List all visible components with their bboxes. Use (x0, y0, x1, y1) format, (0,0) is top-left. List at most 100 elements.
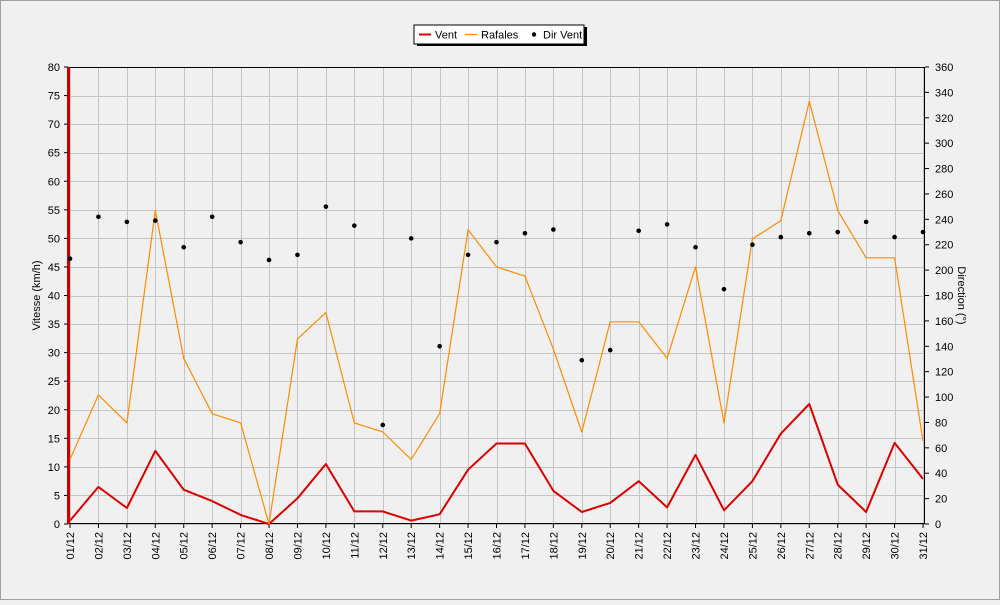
x-tick-label: 12/12 (378, 532, 390, 560)
x-tick-label: 31/12 (918, 532, 930, 560)
legend-label: Vent (435, 30, 457, 42)
x-tick-label: 17/12 (520, 532, 532, 560)
y-tick-label-right: 240 (935, 214, 953, 226)
y-tick-label-left: 60 (48, 176, 60, 188)
data-point (125, 220, 130, 225)
y-tick-label-right: 200 (935, 265, 953, 277)
data-point (494, 240, 499, 245)
data-point (267, 258, 272, 263)
y-tick-label-left: 15 (48, 433, 60, 445)
x-tick-label: 13/12 (406, 532, 418, 560)
data-point (181, 245, 186, 250)
x-tick-label: 15/12 (463, 532, 475, 560)
y-tick-label-left: 50 (48, 233, 60, 245)
x-tick-label: 18/12 (548, 532, 560, 560)
y-tick-label-right: 300 (935, 138, 953, 150)
y-tick-label-right: 220 (935, 240, 953, 252)
y-tick-label-left: 0 (54, 519, 60, 531)
y-tick-label-left: 40 (48, 291, 60, 303)
data-point (238, 240, 243, 245)
y-tick-label-right: 100 (935, 392, 953, 404)
x-tick-label: 01/12 (65, 532, 77, 560)
y-tick-label-right: 120 (935, 367, 953, 379)
data-point (665, 222, 670, 227)
y-tick-label-right: 180 (935, 291, 953, 303)
x-tick-label: 22/12 (662, 532, 674, 560)
data-point (466, 253, 471, 258)
x-tick-label: 04/12 (150, 532, 162, 560)
data-point (324, 204, 329, 209)
data-point (380, 423, 385, 428)
x-tick-label: 23/12 (691, 532, 703, 560)
x-tick-label: 16/12 (492, 532, 504, 560)
data-point (835, 230, 840, 235)
data-point (636, 228, 641, 233)
y-tick-label-left: 30 (48, 348, 60, 360)
data-point (523, 231, 528, 236)
y-tick-label-left: 35 (48, 319, 60, 331)
data-point (352, 223, 357, 228)
y-tick-label-right: 280 (935, 164, 953, 176)
x-tick-label: 20/12 (605, 532, 617, 560)
data-point (722, 287, 727, 292)
y-axis-title-right: Direction (°) (955, 266, 967, 324)
data-point (608, 348, 613, 353)
data-point (921, 230, 926, 235)
x-tick-label: 14/12 (435, 532, 447, 560)
data-point (864, 220, 869, 225)
y-tick-label-right: 320 (935, 113, 953, 125)
x-tick-label: 28/12 (833, 532, 845, 560)
y-tick-label-right: 60 (935, 443, 947, 455)
legend-marker (532, 32, 536, 36)
y-tick-label-left: 45 (48, 262, 60, 274)
x-tick-label: 26/12 (776, 532, 788, 560)
data-point (693, 245, 698, 250)
x-tick-label: 06/12 (207, 532, 219, 560)
data-point (210, 214, 215, 219)
y-tick-label-right: 360 (935, 62, 953, 74)
data-point (580, 358, 585, 363)
x-tick-label: 11/12 (349, 532, 361, 559)
data-point (750, 242, 755, 247)
plot-area (68, 67, 925, 524)
data-point (551, 227, 556, 232)
data-point (96, 214, 101, 219)
x-tick-label: 27/12 (804, 532, 816, 560)
x-tick-label: 10/12 (321, 532, 333, 560)
x-tick-label: 08/12 (264, 532, 276, 560)
y-tick-label-left: 25 (48, 376, 60, 388)
y-tick-label-right: 340 (935, 87, 953, 99)
y-tick-label-left: 5 (54, 490, 60, 502)
x-tick-label: 07/12 (236, 532, 248, 560)
x-tick-label: 21/12 (634, 532, 646, 560)
y-tick-label-left: 10 (48, 462, 60, 474)
x-tick-label: 03/12 (122, 532, 134, 560)
legend-label: Rafales (481, 30, 519, 42)
legend-label: Dir Vent (543, 30, 582, 42)
legend: Vent Rafales Dir Vent (414, 25, 587, 46)
data-point (779, 235, 784, 240)
data-point (295, 253, 300, 258)
x-tick-label: 19/12 (577, 532, 589, 560)
x-tick-label: 29/12 (861, 532, 873, 560)
y-tick-label-right: 20 (935, 494, 947, 506)
y-tick-label-right: 260 (935, 189, 953, 201)
x-tick-label: 02/12 (93, 532, 105, 560)
x-tick-label: 24/12 (719, 532, 731, 560)
y-tick-label-left: 55 (48, 205, 60, 217)
x-tick-label: 30/12 (890, 532, 902, 560)
data-point (153, 218, 158, 223)
y-axis-title-left: Vitesse (km/h) (31, 260, 43, 330)
data-point (409, 236, 414, 241)
x-tick-label: 25/12 (747, 532, 759, 560)
data-point (807, 231, 812, 236)
x-tick-label: 09/12 (292, 532, 304, 560)
y-tick-label-left: 75 (48, 91, 60, 103)
y-tick-label-left: 80 (48, 62, 60, 74)
y-tick-label-left: 65 (48, 148, 60, 160)
y-tick-label-right: 0 (935, 519, 941, 531)
y-tick-label-right: 140 (935, 341, 953, 353)
data-point (892, 235, 897, 240)
data-point (437, 344, 442, 349)
